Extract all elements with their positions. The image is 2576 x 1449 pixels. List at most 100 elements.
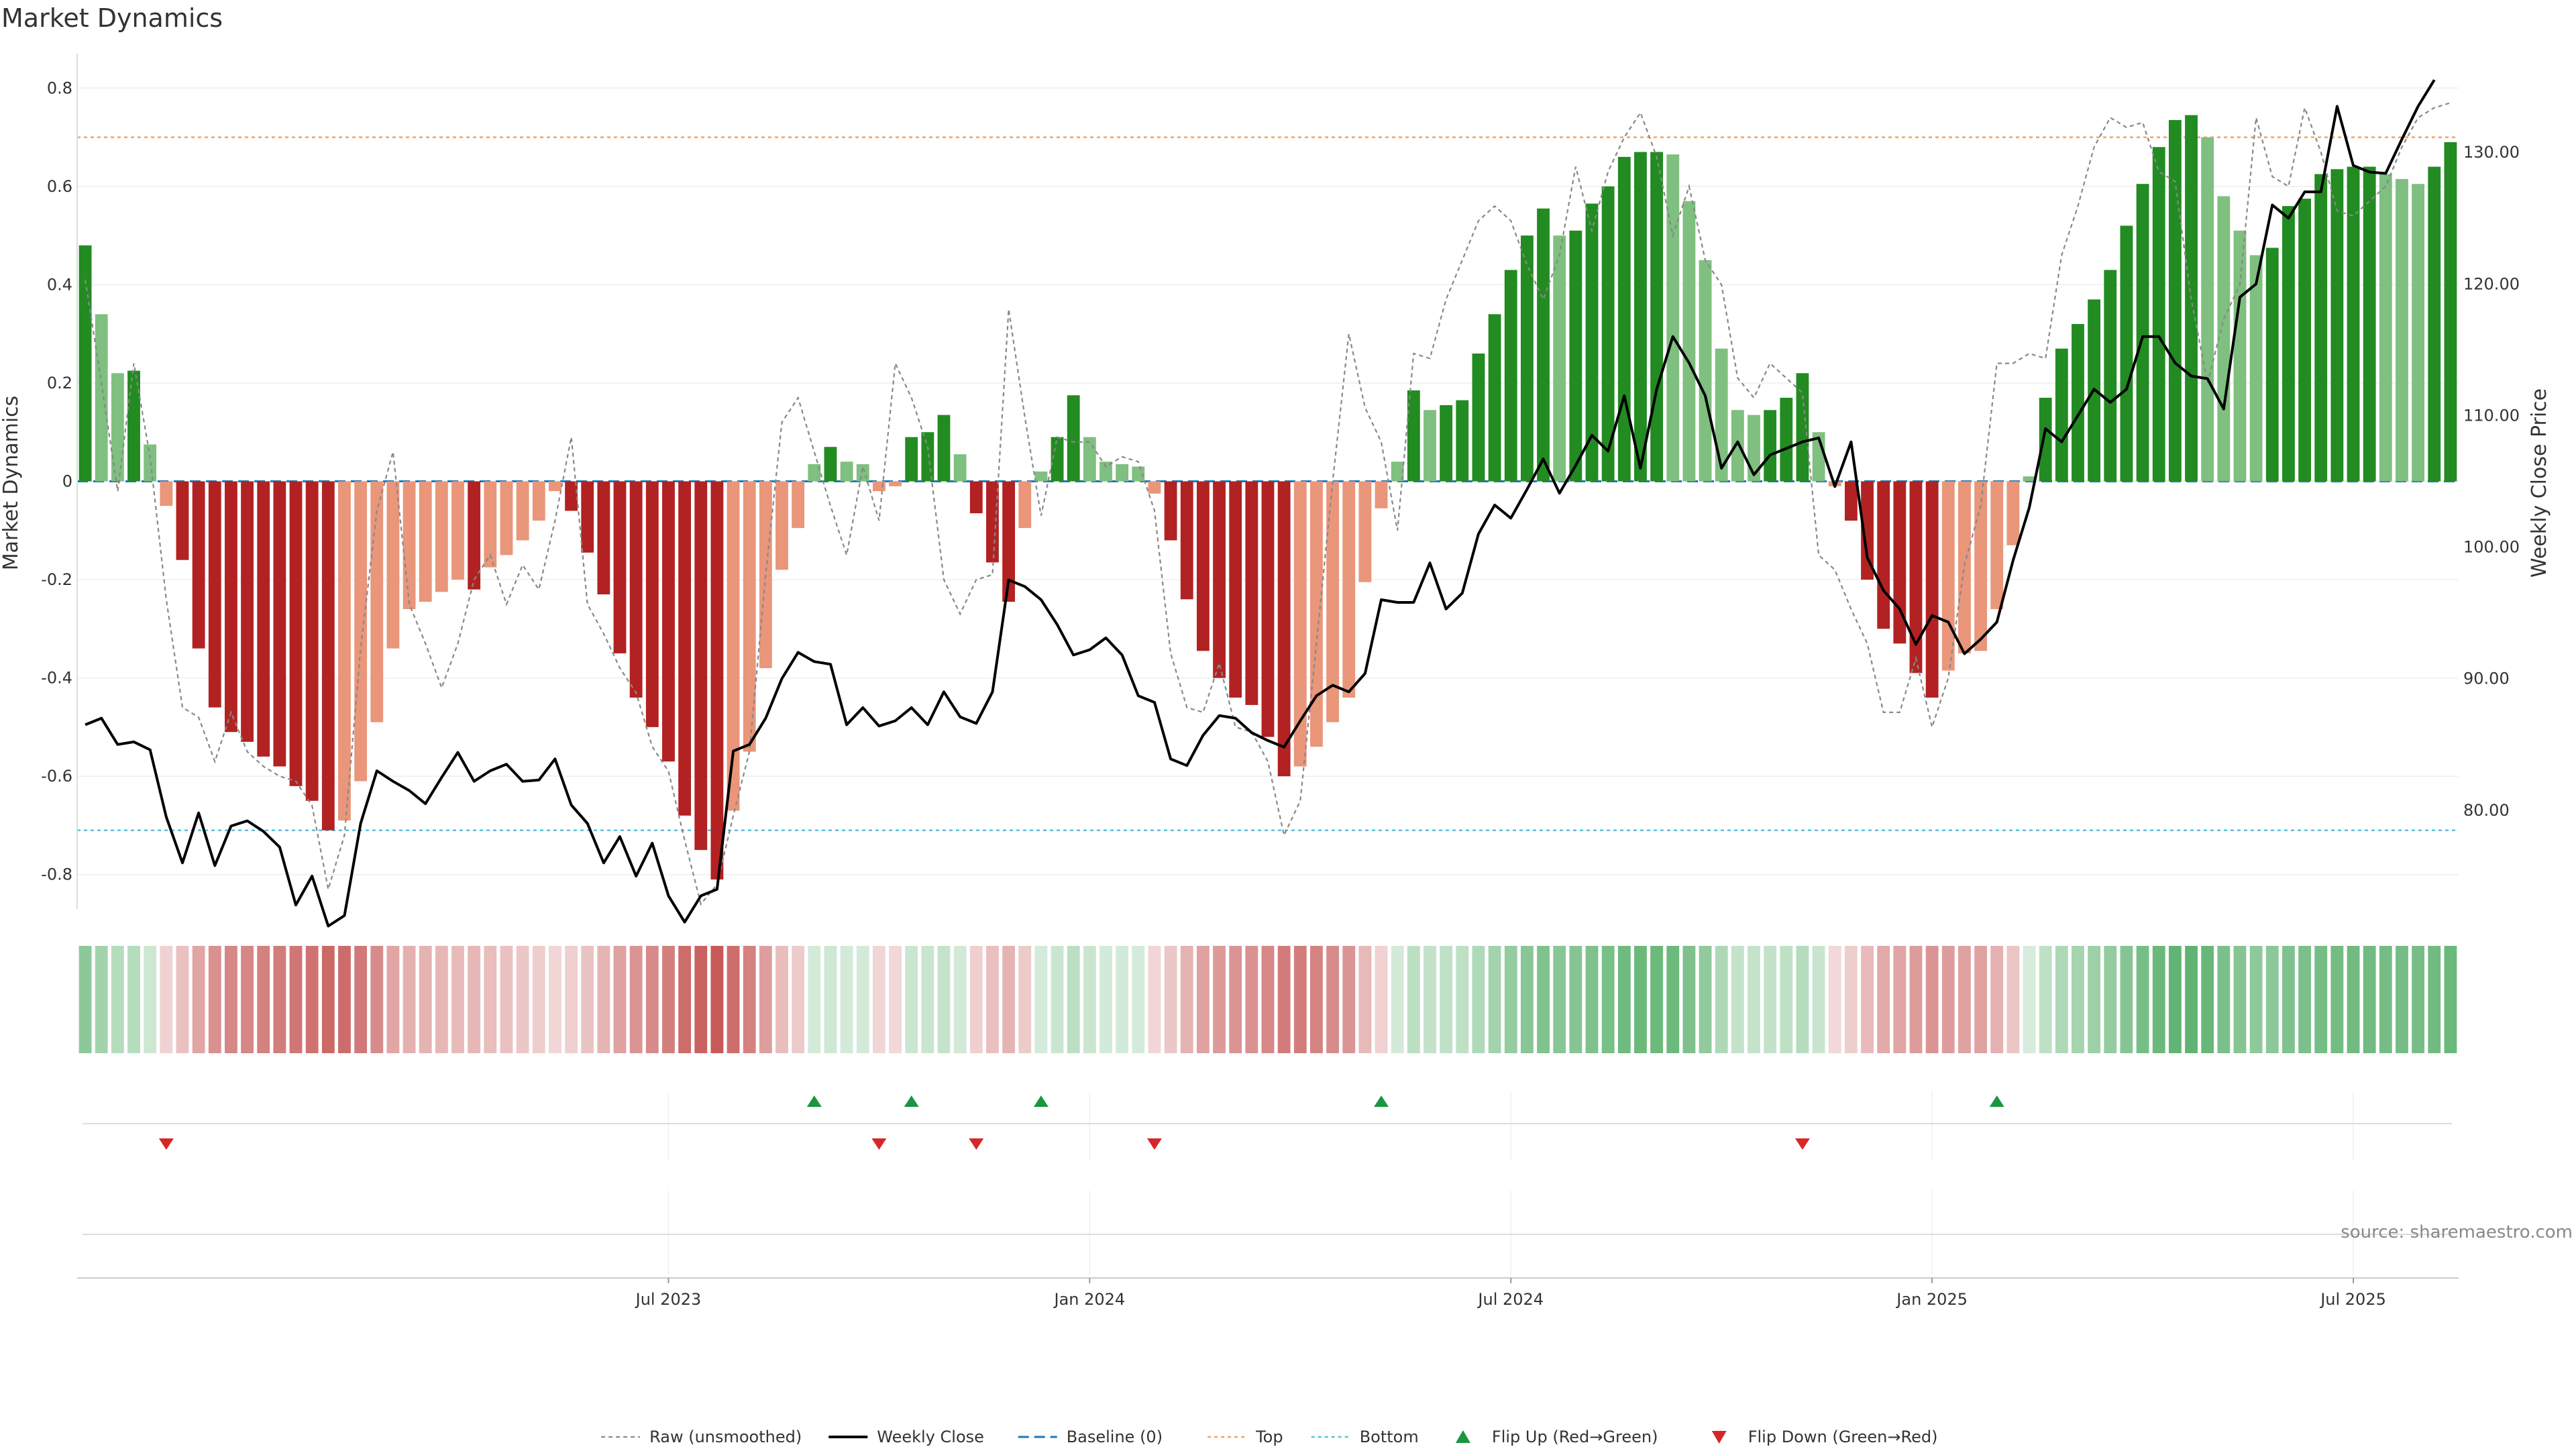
bar	[986, 481, 999, 563]
bar	[1132, 466, 1145, 482]
bar	[176, 481, 189, 560]
heat-cell	[2379, 946, 2392, 1053]
heat-cell	[662, 946, 675, 1053]
y-left-tick-label: 0	[62, 472, 72, 491]
y-axis-right-label: Weekly Close Price	[2528, 388, 2551, 578]
heat-cell	[565, 946, 578, 1053]
bar	[1958, 481, 1971, 653]
lines-layer	[85, 79, 2451, 928]
heat-cell	[1925, 946, 1939, 1053]
heat-cell	[613, 946, 627, 1053]
heat-cell	[2023, 946, 2036, 1053]
legend-flip-down-swatch	[1711, 1431, 1727, 1444]
legend-item: Baseline (0)	[1018, 1428, 1163, 1446]
heat-cell	[1034, 946, 1048, 1053]
heat-cell	[1844, 946, 1858, 1053]
x-tick-label: Jan 2025	[1895, 1290, 1968, 1309]
bar	[1796, 373, 1809, 482]
y-left-tick-label: 0.2	[47, 374, 72, 392]
bar	[678, 481, 692, 816]
flip-up-marker	[1989, 1095, 2004, 1107]
heat-cell	[1893, 946, 1907, 1053]
y-left-tick-label: 0.4	[47, 275, 72, 294]
heat-cell	[2217, 946, 2231, 1053]
bar	[1601, 186, 1615, 482]
bar	[2412, 184, 2425, 482]
heat-cell	[937, 946, 951, 1053]
heat-cell	[370, 946, 384, 1053]
heat-cell	[354, 946, 368, 1053]
legend-item: Raw (unsmoothed)	[601, 1428, 802, 1446]
bar	[1018, 481, 1032, 529]
heat-cell	[1293, 946, 1307, 1053]
y-right-tick-label: 80.00	[2463, 801, 2510, 820]
heat-cell	[759, 946, 772, 1053]
legend-item: Top	[1208, 1428, 1283, 1446]
heat-cell	[451, 946, 464, 1053]
heat-cell	[581, 946, 594, 1053]
raw-series-line	[85, 102, 2451, 906]
bar	[1083, 437, 1096, 482]
heat-cell	[2330, 946, 2344, 1053]
heat-cell	[1245, 946, 1258, 1053]
bar	[2072, 324, 2084, 482]
bar	[2152, 147, 2165, 482]
heat-cell	[1148, 946, 1161, 1053]
bars-layer	[78, 115, 2457, 880]
bar	[111, 373, 124, 482]
y-right-tick-label: 90.00	[2463, 669, 2510, 688]
heat-cell	[2444, 946, 2457, 1053]
bar	[1585, 203, 1599, 482]
bar	[1358, 481, 1372, 582]
heat-cell	[2428, 946, 2441, 1053]
bar	[710, 481, 724, 880]
bar	[1051, 437, 1064, 482]
bar	[1456, 400, 1469, 482]
bar	[759, 481, 772, 668]
heat-cell	[2396, 946, 2408, 1053]
heat-cell	[1083, 946, 1096, 1053]
bar	[694, 481, 708, 851]
heat-cell	[889, 946, 902, 1053]
heat-cell	[1682, 946, 1696, 1053]
bar	[1164, 481, 1177, 541]
heat-cell	[775, 946, 788, 1053]
bar	[1941, 481, 1955, 671]
legend-label: Top	[1255, 1428, 1283, 1446]
y-left-tick-label: 0.6	[47, 177, 72, 196]
bar	[2023, 476, 2036, 482]
heat-cell	[1440, 946, 1453, 1053]
legend-label: Bottom	[1360, 1428, 1419, 1446]
y-axis-left-label: Market Dynamics	[0, 396, 23, 571]
bar	[273, 481, 286, 767]
heat-cell	[2282, 946, 2295, 1053]
flip-up-marker	[806, 1095, 822, 1107]
bar	[727, 481, 740, 811]
bar	[1310, 481, 1323, 747]
y-left-tick-label: -0.4	[41, 669, 72, 688]
bar	[1067, 395, 1080, 482]
heat-cell	[2072, 946, 2084, 1053]
heat-cell	[1699, 946, 1712, 1053]
heat-cell	[1715, 946, 1728, 1053]
bar	[2330, 169, 2344, 482]
heat-cell	[2347, 946, 2360, 1053]
heat-cell	[338, 946, 351, 1053]
heat-cell	[1650, 946, 1664, 1053]
bar	[2282, 206, 2295, 482]
legend-label: Baseline (0)	[1067, 1428, 1163, 1446]
heat-cell	[856, 946, 869, 1053]
y-left-tick-label: -0.8	[41, 865, 72, 884]
heat-cell	[1780, 946, 1793, 1053]
bar	[127, 370, 140, 482]
y-right-tick-label: 130.00	[2463, 143, 2520, 162]
bar	[1553, 235, 1566, 482]
bar	[1375, 481, 1388, 508]
heat-cell	[1537, 946, 1550, 1053]
heat-cell	[176, 946, 189, 1053]
heat-cell	[792, 946, 805, 1053]
bar	[1116, 464, 1129, 482]
flip-down-marker	[969, 1138, 984, 1150]
heat-cell	[1067, 946, 1080, 1053]
heat-cell	[1909, 946, 1923, 1053]
